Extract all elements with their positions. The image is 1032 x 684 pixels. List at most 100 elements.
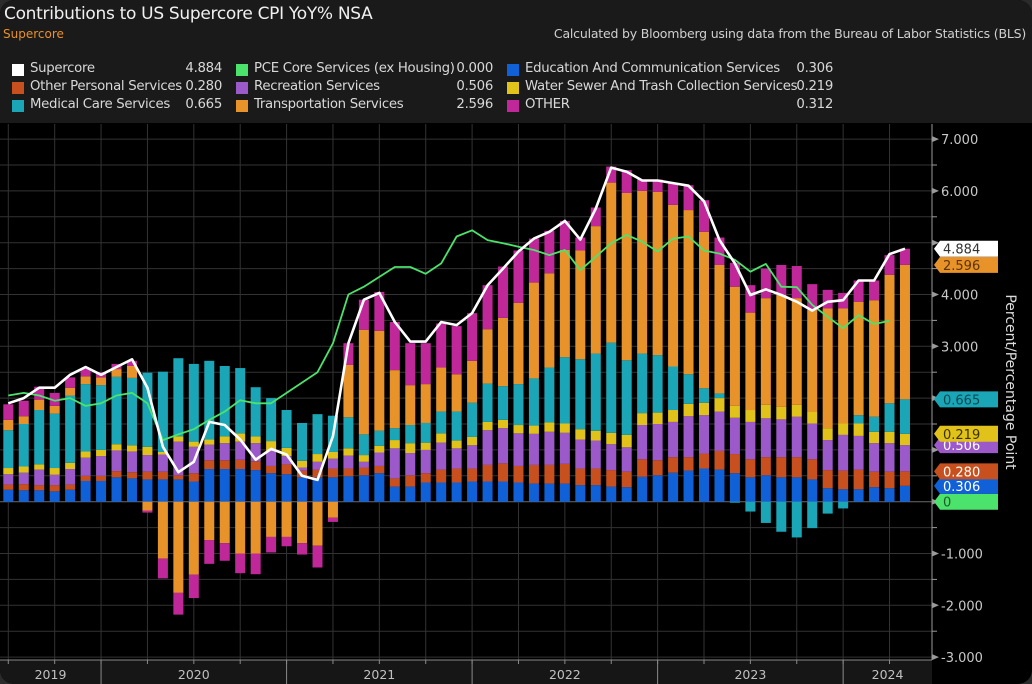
bar-segment-water-sewer-and-trash-collection-services [219,436,230,444]
bar-segment-other-personal-services [281,464,292,475]
bar-segment-medical-care-services [652,355,663,413]
bar-segment-education-and-communication-services [80,480,91,502]
bar-segment-water-sewer-and-trash-collection-services [188,441,199,447]
legend-swatch [236,64,248,76]
bar-segment-water-sewer-and-trash-collection-services [528,425,539,434]
bar-segment-other [235,553,246,574]
value-tag-shape [934,463,998,480]
bar-segment-other [683,185,694,211]
legend-item-medical-care-services[interactable]: Medical Care Services 0.665 [12,97,222,115]
bar-segment-other-personal-services [683,457,694,471]
bar-segment-education-and-communication-services [513,482,524,502]
bar-segment-other-personal-services [498,463,509,482]
bar-segment-recreation-services [652,424,663,461]
bar-segment-other [49,392,60,406]
legend-item-water-sewer-trash[interactable]: Water Sewer And Trash Collection Service… [507,79,833,97]
bar-segment-medical-care-services [853,415,864,424]
lines [7,166,906,482]
bar-segment-transportation-services [482,329,493,384]
bar-segment-water-sewer-and-trash-collection-services [3,468,14,475]
tag-supercore: 4.884 [934,240,998,258]
bar-segment-other [405,343,416,386]
bar-segment-water-sewer-and-trash-collection-services [389,440,400,449]
bar-segment-other-personal-services [699,453,709,469]
bar-segment-transportation-services [745,312,756,411]
bar-segment-water-sewer-and-trash-collection-services [822,428,833,441]
legend-item-other-personal-services[interactable]: Other Personal Services 0.280 [12,79,222,97]
bar-segment-other-personal-services [327,468,338,478]
bar-segment-other [436,323,447,368]
bar-segment-medical-care-services [683,374,694,404]
legend-item-supercore[interactable]: Supercore 4.884 [12,61,222,79]
bar-segment-recreation-services [791,416,802,458]
y-tick-arrow [932,654,939,661]
bar-segment-water-sewer-and-trash-collection-services [49,468,60,475]
bar-segment-education-and-communication-services [49,491,60,502]
bar-segment-recreation-services [312,461,323,470]
bar-segment-education-and-communication-services [420,482,431,502]
bar-segment-recreation-services [714,411,725,451]
bar-segment-education-and-communication-services [312,477,323,502]
bar-segment-other-personal-services [791,457,802,478]
bar-segment-recreation-services [343,455,354,469]
bar-segment-other [776,264,787,296]
bar-segment-water-sewer-and-trash-collection-services [899,433,910,446]
bar-segment-recreation-services [142,455,153,472]
bar-segment-recreation-services [80,457,91,476]
bar-segment-education-and-communication-services [358,475,369,502]
bar-segment-education-and-communication-services [111,477,122,502]
legend-item-recreation-services[interactable]: Recreation Services 0.506 [236,79,493,97]
bar-segment-education-and-communication-services [3,489,14,502]
bar-segment-medical-care-services [312,414,323,455]
bar-segment-water-sewer-and-trash-collection-services [204,439,215,445]
bar-segment-recreation-services [34,469,45,486]
bar-segment-water-sewer-and-trash-collection-services [18,466,29,473]
bar-segment-transportation-services [699,231,709,389]
bar-segment-recreation-services [281,456,292,465]
bar-segment-recreation-services [699,415,709,454]
bar-segment-medical-care-services [544,367,555,423]
bar-segment-other-personal-services [559,463,570,484]
bar-segment-water-sewer-and-trash-collection-services [96,449,107,457]
year-label: 2024 [872,667,904,682]
bar-segment-transportation-services [652,191,663,356]
legend-item-transportation-services[interactable]: Transportation Services 2.596 [236,97,493,115]
bar-segment-other-personal-services [884,471,895,489]
bar-segment-transportation-services [157,501,168,559]
bar-segment-other-personal-services [96,475,107,481]
legend-item-other[interactable]: OTHER 0.312 [507,97,833,115]
bar-segment-transportation-services [219,501,230,544]
bar-segment-medical-care-services [760,501,771,523]
bar-segment-water-sewer-and-trash-collection-services [683,403,694,417]
legend-item-pce-core-services[interactable]: PCE Core Services (ex Housing) 0.000 [236,61,493,79]
bar-segment-other [729,262,740,287]
bar-segment-medical-care-services [188,363,199,442]
value-tag-text: 0.280 [943,465,980,480]
bar-segment-education-and-communication-services [729,473,740,502]
bar-segment-water-sewer-and-trash-collection-services [281,447,292,457]
bar-segment-other-personal-services [544,464,555,484]
legend-item-education-communication[interactable]: Education And Communication Services 0.3… [507,61,833,79]
value-tag-text: 0 [943,496,951,511]
bar-segment-other-personal-services [467,468,478,482]
value-tag-shape [934,425,998,442]
tag-education-and-communication-services: 0.306 [934,477,998,495]
bar-segment-medical-care-services [420,422,431,443]
bar-segment-medical-care-services [389,428,400,441]
bar-segment-recreation-services [96,456,107,476]
bar-segment-education-and-communication-services [498,481,509,502]
tag-transportation-services: 2.596 [934,256,998,274]
legend-label: Water Sewer And Trash Collection Service… [525,79,798,94]
bar-segment-recreation-services [374,452,385,466]
bar-segment-other [65,377,76,388]
bar-segment-recreation-services [157,454,168,472]
bar-segment-other [327,517,338,522]
bar-segment-recreation-services [389,448,400,479]
value-tag-shape [934,391,998,408]
bar-segment-education-and-communication-services [389,486,400,502]
bar-segment-recreation-services [235,441,246,460]
tag-other-personal-services: 0.280 [934,463,998,480]
bar-segment-other-personal-services [652,460,663,476]
bar-segment-education-and-communication-services [621,487,632,502]
bar-segment-medical-care-services [157,371,168,452]
